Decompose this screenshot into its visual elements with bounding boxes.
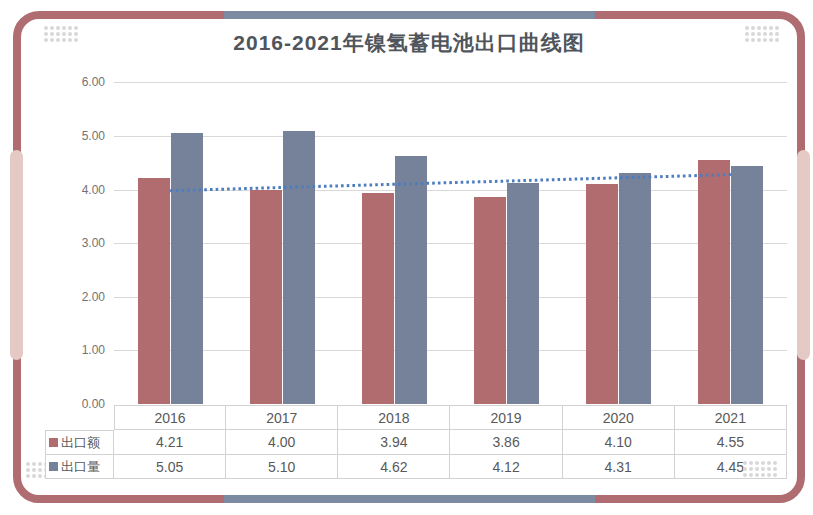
gridline <box>114 297 787 298</box>
frame-accent-top <box>224 11 595 19</box>
decor-dots-bottom-right <box>743 461 777 477</box>
bar-出口额-2016 <box>138 178 170 404</box>
gridline <box>114 190 787 191</box>
y-axis-tick-label: 1.00 <box>59 342 105 358</box>
gridline <box>114 243 787 244</box>
bar-出口量-2019 <box>507 183 539 404</box>
decor-dot <box>26 462 30 466</box>
table-value-cell: 4.31 <box>563 455 675 479</box>
decor-dot <box>743 473 747 477</box>
bar-出口量-2020 <box>619 173 651 404</box>
decor-dot <box>38 474 42 478</box>
gridline <box>114 350 787 351</box>
decor-dot <box>773 473 777 477</box>
decor-dot <box>32 474 36 478</box>
decor-dot <box>755 467 759 471</box>
y-axis-tick-label: 3.00 <box>59 235 105 251</box>
decor-dot <box>773 461 777 465</box>
chart-card-stage: 2016-2021年镍氢蓄电池出口曲线图 0.001.002.003.004.0… <box>0 0 813 515</box>
table-value-cell: 4.21 <box>114 430 226 455</box>
bar-出口量-2017 <box>283 131 315 404</box>
legend-出口额: 出口额 <box>45 430 114 455</box>
bar-出口额-2018 <box>362 193 394 404</box>
table-value-cell: 3.94 <box>338 430 450 455</box>
bar-出口额-2021 <box>698 160 730 404</box>
legend-label: 出口额 <box>61 434 100 452</box>
table-year-header: 2021 <box>675 405 787 430</box>
chart-title: 2016-2021年镍氢蓄电池出口曲线图 <box>13 29 805 57</box>
decor-dot <box>38 462 42 466</box>
decor-dot <box>767 473 771 477</box>
decor-dot <box>749 467 753 471</box>
table-value-cell: 4.00 <box>226 430 338 455</box>
decor-dot <box>755 473 759 477</box>
decor-dot <box>773 467 777 471</box>
table-value-cell: 4.62 <box>338 455 450 479</box>
legend-marker-出口额 <box>49 438 58 447</box>
decor-dot <box>761 461 765 465</box>
table-year-header: 2016 <box>114 405 226 430</box>
table-year-header: 2017 <box>226 405 338 430</box>
decor-dot <box>755 461 759 465</box>
table-year-header: 2019 <box>450 405 562 430</box>
bar-出口额-2019 <box>474 197 506 404</box>
frame-accent-bottom <box>224 495 595 503</box>
decor-dot <box>749 461 753 465</box>
table-value-cell: 4.12 <box>450 455 562 479</box>
y-axis-tick-label: 2.00 <box>59 289 105 305</box>
decor-dot <box>767 467 771 471</box>
decor-dot <box>26 468 30 472</box>
table-value-cell: 5.10 <box>226 455 338 479</box>
bar-出口量-2016 <box>171 133 203 404</box>
y-axis-tick-label: 5.00 <box>59 128 105 144</box>
legend-出口量: 出口量 <box>45 455 114 479</box>
data-table: 201620172018201920202021 出口额 4.214.003.943… <box>45 405 787 479</box>
decor-dot <box>743 467 747 471</box>
bar-出口量-2021 <box>731 166 763 405</box>
decor-dot <box>38 468 42 472</box>
table-corner-cell <box>45 405 114 430</box>
table-year-header: 2020 <box>563 405 675 430</box>
bar-出口额-2020 <box>586 184 618 404</box>
decor-dot <box>761 473 765 477</box>
decor-dot <box>749 473 753 477</box>
bar-出口额-2017 <box>250 190 282 404</box>
bar-出口量-2018 <box>395 156 427 404</box>
y-axis-tick-label: 6.00 <box>59 74 105 90</box>
table-value-cell: 4.10 <box>563 430 675 455</box>
table-value-cell: 3.86 <box>450 430 562 455</box>
decor-dot <box>32 462 36 466</box>
frame-handle-left <box>10 150 23 360</box>
table-value-cell: 4.55 <box>675 430 787 455</box>
table-year-header: 2018 <box>338 405 450 430</box>
gridline <box>114 82 787 83</box>
y-axis-tick-label: 4.00 <box>59 182 105 198</box>
decor-dot <box>761 467 765 471</box>
decor-dot <box>26 474 30 478</box>
decor-dot <box>767 461 771 465</box>
decor-dot <box>32 468 36 472</box>
decor-dot <box>743 461 747 465</box>
legend-marker-出口量 <box>49 462 58 471</box>
gridline <box>114 136 787 137</box>
legend-label: 出口量 <box>61 458 100 476</box>
table-value-cell: 5.05 <box>114 455 226 479</box>
frame-handle-right <box>797 150 810 360</box>
